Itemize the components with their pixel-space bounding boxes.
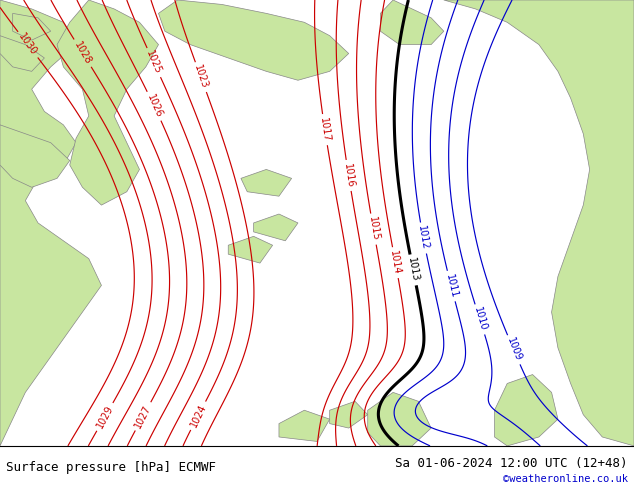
Text: 1030: 1030 <box>16 32 39 58</box>
Polygon shape <box>241 170 292 196</box>
Polygon shape <box>279 410 330 441</box>
Text: 1011: 1011 <box>444 273 459 299</box>
Text: 1010: 1010 <box>472 306 488 333</box>
Polygon shape <box>330 401 368 428</box>
Text: 1014: 1014 <box>389 250 403 275</box>
Text: 1009: 1009 <box>505 337 523 363</box>
Text: 1025: 1025 <box>145 49 163 76</box>
Text: ©weatheronline.co.uk: ©weatheronline.co.uk <box>503 474 628 484</box>
Text: 1027: 1027 <box>133 403 153 430</box>
Text: 1024: 1024 <box>188 402 208 429</box>
Polygon shape <box>13 13 51 40</box>
Polygon shape <box>0 0 101 446</box>
Text: 1029: 1029 <box>94 404 115 430</box>
Text: 1015: 1015 <box>366 216 380 242</box>
Text: 1013: 1013 <box>406 257 420 283</box>
Text: 1028: 1028 <box>72 40 93 66</box>
Polygon shape <box>368 392 431 446</box>
Text: 1023: 1023 <box>192 64 210 90</box>
Text: 1012: 1012 <box>417 225 430 251</box>
Polygon shape <box>57 0 158 205</box>
Polygon shape <box>0 36 44 72</box>
Polygon shape <box>495 374 558 446</box>
Text: 1017: 1017 <box>318 117 332 143</box>
Polygon shape <box>0 125 70 187</box>
Polygon shape <box>444 0 634 446</box>
Text: 1016: 1016 <box>342 163 355 188</box>
Text: Surface pressure [hPa] ECMWF: Surface pressure [hPa] ECMWF <box>6 462 216 474</box>
Text: Sa 01-06-2024 12:00 UTC (12+48): Sa 01-06-2024 12:00 UTC (12+48) <box>395 457 628 469</box>
Polygon shape <box>158 0 349 80</box>
Polygon shape <box>380 0 444 45</box>
Polygon shape <box>254 214 298 241</box>
Polygon shape <box>228 236 273 263</box>
Text: 1026: 1026 <box>145 93 164 120</box>
